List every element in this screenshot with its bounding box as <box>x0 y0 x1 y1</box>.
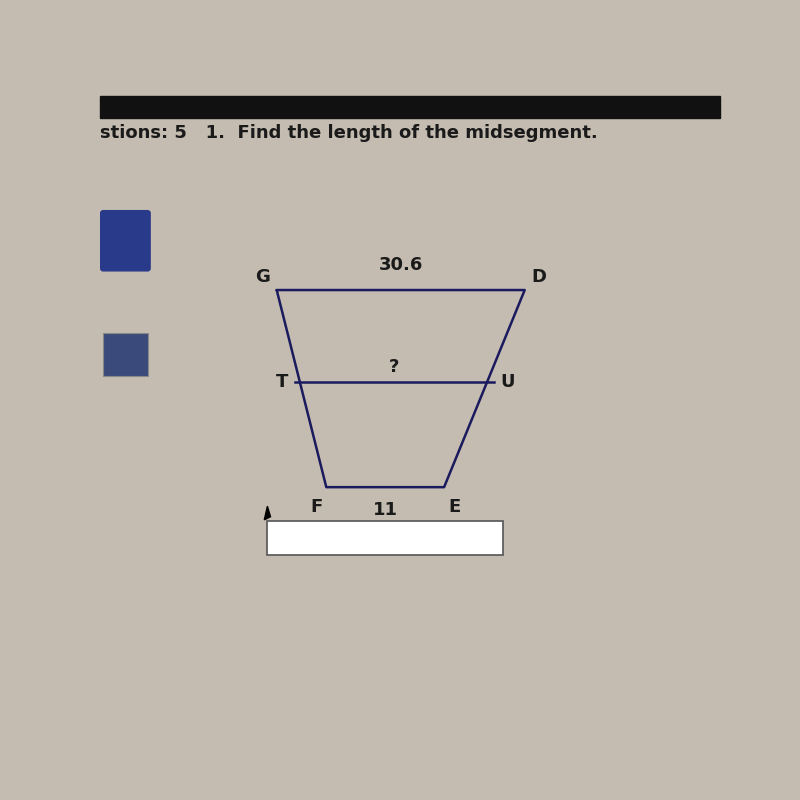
Text: E: E <box>448 498 461 516</box>
Text: T: T <box>276 374 289 391</box>
Text: D: D <box>531 268 546 286</box>
Text: ?: ? <box>390 358 400 376</box>
Polygon shape <box>264 506 270 520</box>
Text: 11: 11 <box>373 501 398 518</box>
Text: stions: 5   1.  Find the length of the midsegment.: stions: 5 1. Find the length of the mids… <box>100 124 598 142</box>
Bar <box>103 333 148 376</box>
Bar <box>100 96 720 118</box>
FancyBboxPatch shape <box>100 210 151 271</box>
Text: U: U <box>501 374 515 391</box>
Text: 30.6: 30.6 <box>378 256 423 274</box>
Bar <box>267 521 503 555</box>
Text: F: F <box>310 498 322 516</box>
Text: G: G <box>255 268 270 286</box>
